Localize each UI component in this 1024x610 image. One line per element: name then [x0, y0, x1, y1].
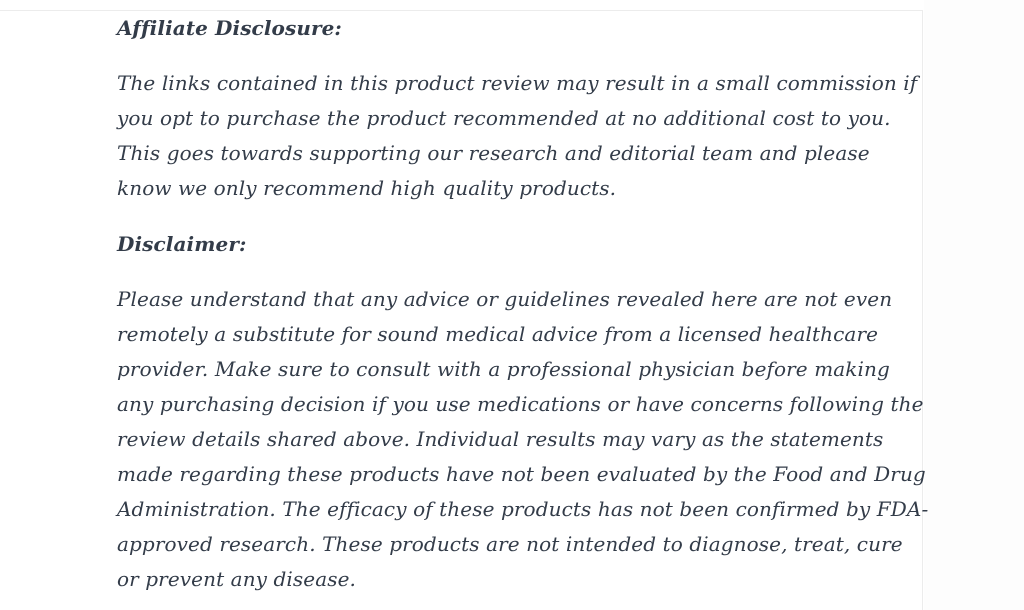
affiliate-disclosure-heading: Affiliate Disclosure: [117, 16, 342, 40]
page-gutter [924, 0, 1024, 610]
affiliate-disclosure-text: The links contained in this product revi… [117, 71, 918, 200]
disclaimer-text: Please understand that any advice or gui… [117, 287, 929, 591]
article-body: Affiliate Disclosure: The links containe… [117, 11, 929, 610]
disclaimer-heading: Disclaimer: [117, 232, 247, 256]
